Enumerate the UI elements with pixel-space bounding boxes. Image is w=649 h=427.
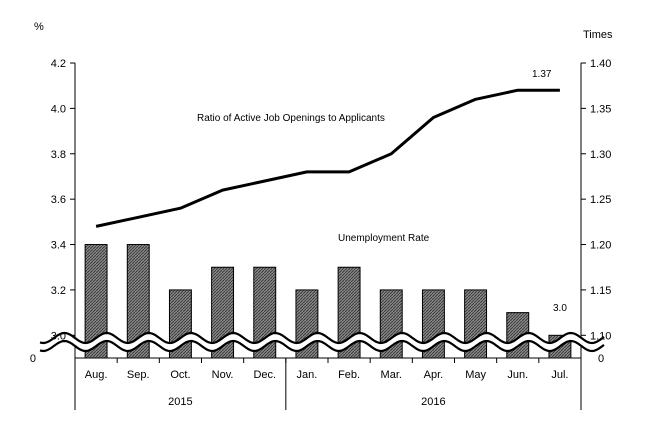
right-tick-label-6: 1.10 — [590, 330, 611, 342]
axis-break-upper-wave — [39, 331, 605, 345]
line-series-ratio — [95, 88, 560, 228]
right-tick-label-2: 1.30 — [590, 149, 611, 161]
category-label-10: Jun. — [507, 369, 528, 381]
category-label-4: Dec. — [253, 369, 276, 381]
category-label-9: May — [465, 369, 486, 381]
left-tick-label-4: 3.4 — [51, 240, 66, 252]
right-tick-label-1: 1.35 — [590, 103, 611, 115]
line-last-value-label: 1.37 — [532, 69, 552, 80]
left-tick-label-5: 3.2 — [51, 285, 66, 297]
right-tick-label-5: 1.15 — [590, 285, 611, 297]
category-label-3: Nov. — [212, 369, 234, 381]
left-tick-label-3: 3.6 — [51, 194, 66, 206]
category-label-6: Feb. — [338, 369, 360, 381]
category-label-8: Apr. — [424, 369, 444, 381]
axis-break — [39, 331, 605, 353]
axis-break-lower-wave — [39, 339, 605, 353]
right-tick-label-3: 1.25 — [590, 194, 611, 206]
year-label-1: 2016 — [421, 396, 445, 408]
year-label-0: 2015 — [168, 396, 192, 408]
axis-layer — [70, 62, 586, 410]
category-label-7: Mar. — [381, 369, 402, 381]
category-label-0: Aug. — [85, 369, 108, 381]
category-label-2: Oct. — [170, 369, 190, 381]
category-label-1: Sep. — [127, 369, 150, 381]
left-axis-unit: % — [34, 21, 44, 33]
left-tick-label-2: 3.8 — [51, 149, 66, 161]
right-tick-label-0: 1.40 — [590, 58, 611, 70]
text-layer: % Times Ratio of Active Job Openings to … — [30, 21, 613, 408]
right-axis-unit: Times — [583, 29, 613, 41]
category-label-5: Jan. — [297, 369, 318, 381]
right-zero-label: 0 — [598, 353, 604, 365]
left-zero-label: 0 — [30, 353, 36, 365]
bar-series-label: Unemployment Rate — [338, 233, 430, 244]
left-tick-label-1: 4.0 — [51, 103, 66, 115]
category-label-11: Jul. — [551, 369, 568, 381]
line-layer — [95, 88, 561, 228]
line-series-label: Ratio of Active Job Openings to Applican… — [197, 113, 385, 124]
bar-last-value-label: 3.0 — [553, 303, 567, 314]
left-tick-label-0: 4.2 — [51, 58, 66, 70]
right-tick-label-4: 1.20 — [590, 240, 611, 252]
left-tick-label-6: 3.0 — [51, 330, 66, 342]
